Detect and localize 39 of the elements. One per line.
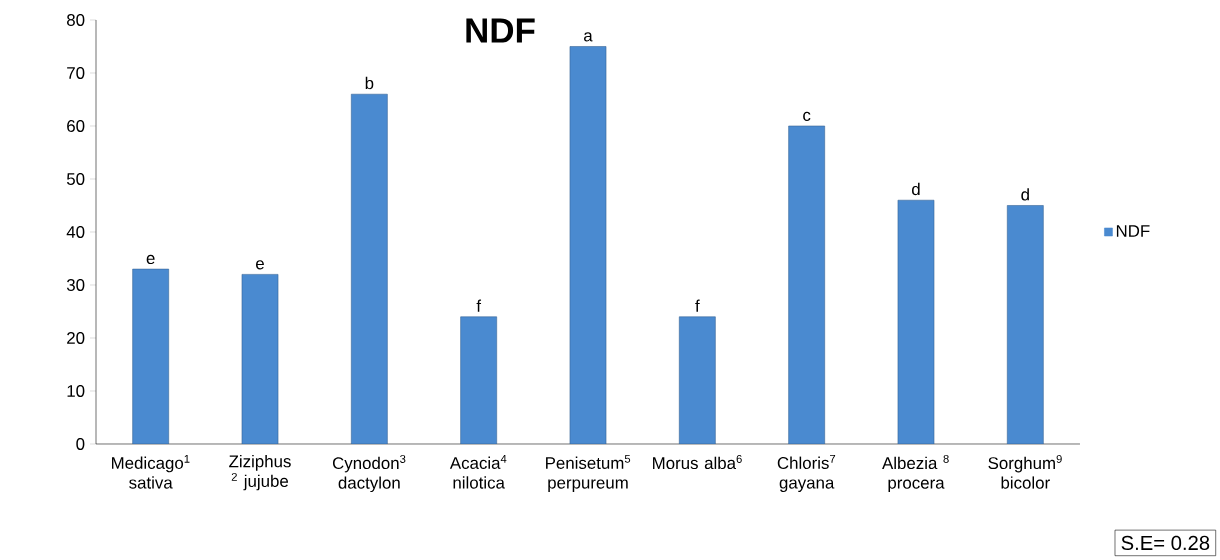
x-tick-label: Acacia$^{4}$ nilotica bbox=[449, 454, 507, 489]
bar bbox=[679, 316, 716, 444]
bar bbox=[460, 316, 497, 444]
bar bbox=[132, 268, 169, 444]
bar bbox=[351, 93, 388, 444]
data-label: f bbox=[695, 299, 700, 312]
data-label: d bbox=[912, 182, 920, 196]
chart-title: NDF bbox=[466, 18, 535, 43]
category-label: Sorghum$^{9}$ bicolor bbox=[988, 454, 1062, 489]
category-label: Chloris$^{7}$ gayana bbox=[777, 454, 836, 492]
data-label: a bbox=[584, 32, 593, 42]
y-tick-label: 40 bbox=[66, 226, 85, 238]
bar bbox=[1007, 205, 1044, 444]
y-tick-label: 80 bbox=[67, 14, 85, 26]
y-tick-label: 10 bbox=[67, 385, 85, 397]
data-label: f bbox=[476, 299, 482, 312]
y-tick-label: 20 bbox=[67, 332, 85, 344]
y-tick-label: 50 bbox=[66, 173, 85, 185]
data-label: c bbox=[803, 111, 811, 122]
legend-label: NDF bbox=[1116, 225, 1150, 237]
data-label: d bbox=[1021, 188, 1029, 201]
data-label: b bbox=[365, 76, 374, 90]
y-tick-label: 0 bbox=[76, 438, 85, 450]
y-tick-label: 60 bbox=[67, 120, 85, 132]
category-label: Albezia $^{8}$ procera bbox=[882, 454, 949, 493]
data-label: e bbox=[256, 260, 264, 270]
bar bbox=[569, 46, 607, 444]
y-tick-label: 70 bbox=[67, 67, 85, 79]
x-tick-label: Cynodon$^{3}$ dactylon bbox=[332, 454, 406, 493]
category-label: Medicago$^{1}$ sativa bbox=[112, 454, 190, 489]
category-label: Penisetum$^{5}$ perpureum bbox=[546, 454, 631, 492]
data-label: e bbox=[146, 254, 155, 265]
bar bbox=[788, 125, 825, 444]
bar bbox=[897, 199, 935, 444]
x-tick-label: Morus alba$^{6}$ bbox=[653, 454, 742, 470]
bar bbox=[241, 274, 279, 444]
text: S.E= 0.28 bbox=[1121, 535, 1210, 551]
y-tick-label: 30 bbox=[66, 279, 85, 291]
x-tick-label: Ziziphus $^{2}$ jujube bbox=[229, 454, 291, 491]
